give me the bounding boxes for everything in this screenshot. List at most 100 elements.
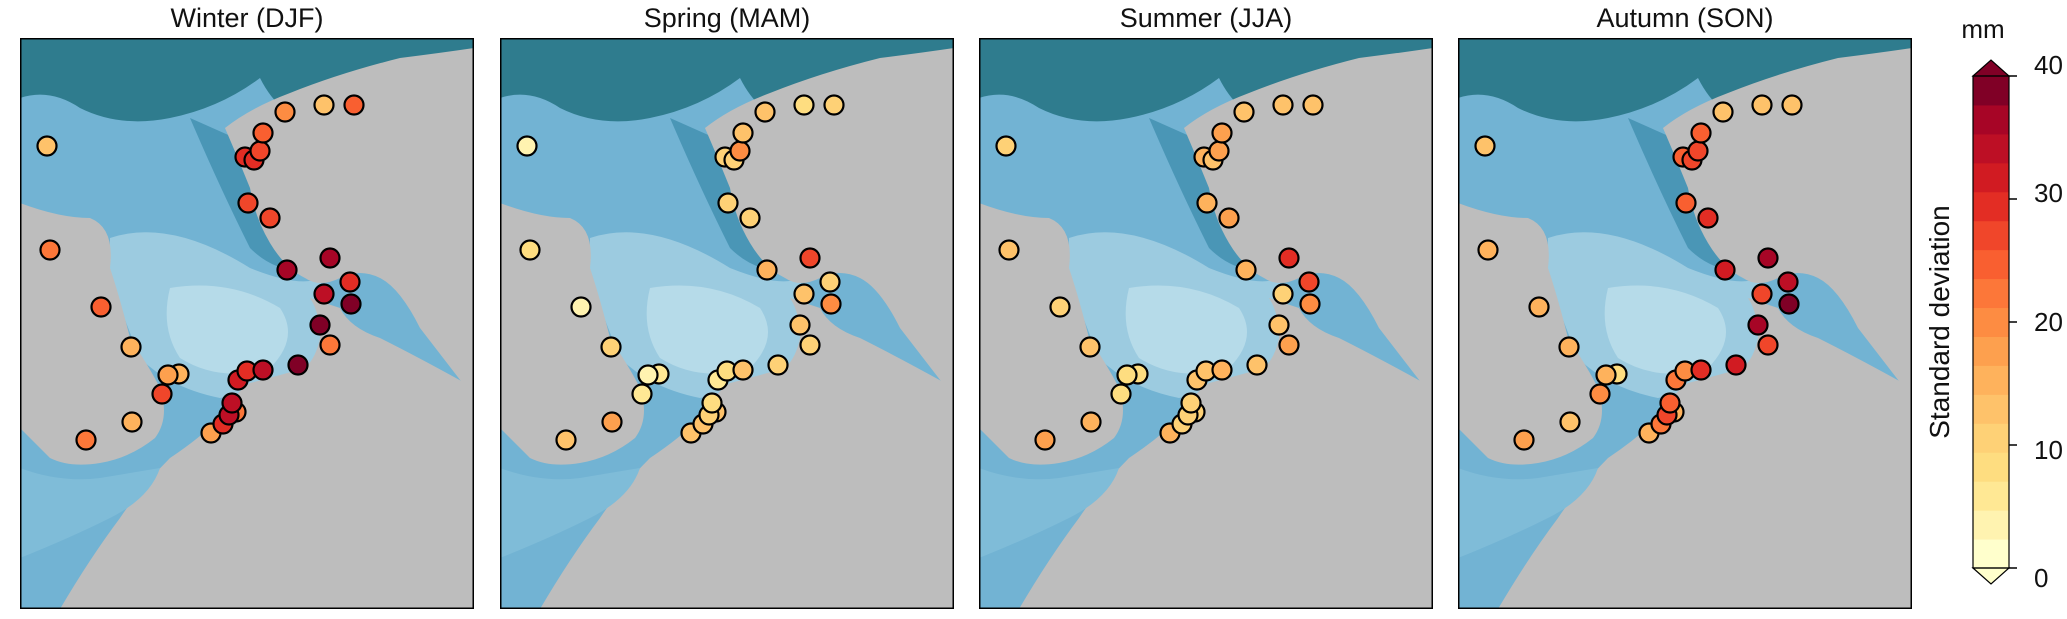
station-marker	[799, 334, 821, 356]
station-marker	[519, 239, 541, 261]
panel-title-autumn: Autumn (SON)	[1596, 3, 1774, 33]
land-britain	[1458, 203, 1602, 465]
colorbar-segment	[1973, 510, 2009, 540]
station-marker	[1278, 334, 1300, 356]
station-marker	[1477, 239, 1499, 261]
station-marker	[1079, 336, 1101, 358]
station-marker	[1751, 94, 1773, 116]
colorbar-tick-label: 0	[2034, 563, 2049, 593]
land-continent	[540, 298, 954, 609]
station-marker	[729, 140, 751, 162]
colorbar-tick-label: 20	[2034, 307, 2063, 337]
station-marker	[1589, 383, 1611, 405]
station-marker	[287, 354, 309, 376]
panel-summer: Summer (JJA)	[979, 3, 1433, 609]
station-marker	[1675, 192, 1697, 214]
station-marker	[1218, 207, 1240, 229]
dogger-bank	[646, 285, 768, 374]
station-marker	[39, 239, 61, 261]
station-marker	[823, 94, 845, 116]
station-marker	[1298, 271, 1320, 293]
station-marker	[1659, 392, 1681, 414]
station-marker	[1778, 293, 1800, 315]
station-marker	[1697, 207, 1719, 229]
station-marker	[767, 354, 789, 376]
colorbar-segment	[1973, 481, 2009, 511]
station-marker	[1211, 122, 1233, 144]
land-britain	[20, 203, 164, 465]
station-marker	[820, 293, 842, 315]
land-norway	[705, 48, 954, 398]
dogger-bank	[1604, 285, 1726, 374]
station-marker	[1302, 94, 1324, 116]
station-marker	[340, 293, 362, 315]
colorbar-segment	[1973, 220, 2009, 251]
station-marker	[1687, 140, 1709, 162]
station-marker	[319, 247, 341, 269]
station-marker	[1781, 94, 1803, 116]
colorbar	[1971, 59, 2017, 585]
colorbar-min-arrow	[1971, 567, 2011, 585]
map-summer	[979, 38, 1433, 609]
station-marker	[151, 383, 173, 405]
station-marker	[252, 359, 274, 381]
colorbar-segment	[1973, 539, 2009, 569]
map-frame	[979, 38, 1433, 609]
station-marker	[1747, 314, 1769, 336]
station-marker	[1474, 135, 1496, 157]
colorbar-segment	[1973, 394, 2009, 424]
station-marker	[793, 283, 815, 305]
colorbar-segment	[1973, 133, 2009, 164]
station-marker	[1211, 359, 1233, 381]
dogger-bank	[1125, 285, 1247, 374]
station-marker	[237, 192, 259, 214]
land-continent	[60, 298, 474, 609]
land-norway	[1663, 48, 1912, 398]
station-marker	[1208, 140, 1230, 162]
station-marker	[1725, 354, 1747, 376]
station-marker	[1751, 283, 1773, 305]
panel-autumn: Autumn (SON)	[1458, 3, 1912, 609]
station-marker	[1528, 296, 1550, 318]
station-marker	[120, 336, 142, 358]
station-marker	[1233, 101, 1255, 123]
colorbar-segment	[1973, 365, 2009, 395]
land-continent	[1498, 298, 1912, 609]
station-marker	[339, 271, 361, 293]
station-marker	[75, 429, 97, 451]
english-channel	[1458, 468, 1598, 558]
station-marker	[121, 411, 143, 433]
colorbar-segment	[1973, 76, 2009, 106]
colorbar-segment	[1973, 423, 2009, 453]
station-marker	[756, 259, 778, 281]
station-marker	[157, 364, 179, 386]
station-marker	[1595, 364, 1617, 386]
colorbar-segment	[1973, 162, 2009, 193]
station-marker	[1034, 429, 1056, 451]
station-marker	[36, 135, 58, 157]
station-marker	[1513, 429, 1535, 451]
station-marker	[631, 383, 653, 405]
station-marker	[274, 101, 296, 123]
station-marker	[600, 336, 622, 358]
station-marker	[249, 140, 271, 162]
station-marker	[1757, 247, 1779, 269]
english-channel	[20, 468, 160, 558]
station-marker	[1690, 359, 1712, 381]
panel-title-summer: Summer (JJA)	[1119, 3, 1293, 33]
station-marker	[1272, 94, 1294, 116]
station-marker	[1777, 271, 1799, 293]
colorbar-segment	[1973, 104, 2009, 135]
station-marker	[754, 101, 776, 123]
station-marker	[90, 296, 112, 318]
station-marker	[1246, 354, 1268, 376]
station-marker	[343, 94, 365, 116]
colorbar-tick-label: 10	[2034, 435, 2063, 465]
colorbar-label: Standard deviation	[1924, 205, 1955, 439]
colorbar-tick-label: 30	[2034, 178, 2063, 208]
station-marker	[732, 122, 754, 144]
land-britain	[979, 203, 1123, 465]
station-marker	[717, 192, 739, 214]
map-frame	[20, 38, 474, 609]
colorbar-max-arrow	[1971, 59, 2011, 77]
